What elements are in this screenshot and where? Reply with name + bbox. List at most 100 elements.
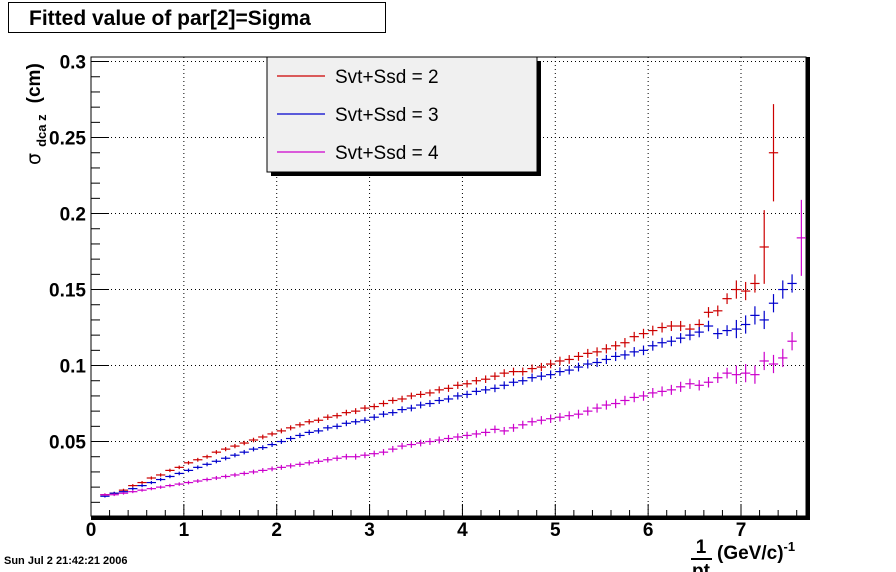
data-point [453, 392, 463, 400]
data-point [378, 400, 389, 407]
data-point [657, 322, 667, 333]
data-point [536, 372, 546, 381]
data-point [564, 411, 574, 421]
data-point [462, 390, 472, 399]
data-point [156, 477, 166, 482]
data-point [703, 320, 714, 332]
data-point [787, 274, 797, 293]
data-point [295, 432, 305, 439]
data-point [165, 483, 175, 488]
data-point [128, 490, 138, 494]
data-point [221, 456, 231, 461]
data-point [564, 355, 574, 364]
data-point [676, 381, 686, 392]
data-point [546, 359, 556, 369]
data-point [499, 381, 509, 390]
data-point [583, 348, 593, 358]
data-point [629, 347, 639, 357]
x-tick-label: 4 [457, 520, 468, 541]
x-axis-unit: (GeV/c)-1 [717, 539, 795, 564]
data-point [731, 280, 741, 299]
data-point [731, 365, 741, 384]
data-point [573, 409, 584, 419]
data-point [722, 325, 732, 336]
data-point [620, 350, 630, 360]
data-point [193, 457, 203, 462]
data-point [750, 365, 760, 384]
x-tick-label: 7 [736, 520, 747, 541]
data-point [286, 425, 296, 431]
y-axis-unit: (cm) [24, 63, 45, 103]
data-point [146, 487, 156, 491]
x-tick-label: 2 [271, 520, 282, 541]
data-point [601, 354, 611, 365]
data-point [146, 476, 156, 480]
data-point [406, 441, 416, 448]
data-point [620, 395, 630, 406]
data-point [713, 372, 723, 384]
data-point [611, 398, 621, 409]
data-point [722, 293, 732, 305]
data-point [351, 418, 361, 425]
data-point [629, 392, 639, 403]
data-point [416, 439, 426, 447]
data-point [406, 392, 416, 400]
data-point [471, 387, 481, 396]
data-point [601, 344, 611, 354]
data-point [183, 460, 194, 465]
axes: 0 1 2 3 4 5 6 7 0.05 0.1 0.15 0.2 0.25 0.3 [49, 53, 798, 541]
data-point [648, 340, 658, 351]
data-point [425, 389, 435, 397]
data-point [388, 409, 398, 416]
data-point [768, 294, 779, 313]
data-point [703, 376, 714, 388]
data-point [332, 423, 342, 430]
data-point [332, 455, 342, 462]
data-point [676, 333, 686, 344]
data-point [295, 461, 305, 467]
data-point [174, 465, 184, 470]
data-point [703, 307, 714, 318]
data-point [490, 425, 500, 434]
data-point [258, 434, 268, 440]
data-point [666, 336, 676, 347]
data-point [202, 477, 212, 482]
data-point [323, 425, 333, 431]
x-axis-title: 1 pt (GeV/c)-1 [691, 537, 795, 572]
data-point [109, 493, 119, 497]
x-axis-exponent: -1 [784, 539, 796, 554]
x-axis-unit-text: (GeV/c) [717, 543, 784, 564]
data-point [360, 405, 370, 412]
x-tick-label: 1 [179, 520, 190, 541]
data-point [768, 354, 779, 374]
data-point [611, 351, 621, 362]
x-axis-numerator: 1 [696, 537, 707, 558]
data-point [397, 395, 407, 403]
data-point [676, 320, 686, 332]
data-point [481, 375, 491, 384]
data-point [527, 417, 537, 426]
data-point [174, 471, 184, 476]
data-point [202, 454, 212, 459]
data-point [193, 479, 203, 483]
data-point [313, 428, 324, 434]
data-point [156, 473, 166, 477]
data-point [462, 380, 472, 388]
data-point [295, 422, 305, 428]
data-point [546, 414, 556, 423]
data-point [759, 351, 769, 371]
data-point [685, 378, 695, 389]
data-point [230, 453, 240, 458]
data-point [694, 326, 704, 338]
data-points [100, 104, 806, 498]
data-point [211, 475, 221, 481]
data-point [174, 482, 184, 486]
data-point [378, 449, 389, 456]
data-point [499, 369, 509, 378]
data-point [202, 462, 212, 467]
svg-text:σ dca z (cm): σ dca z (cm) [23, 63, 51, 165]
data-point [351, 408, 361, 415]
data-point [750, 306, 760, 325]
data-point [304, 429, 314, 436]
data-point [648, 387, 658, 398]
